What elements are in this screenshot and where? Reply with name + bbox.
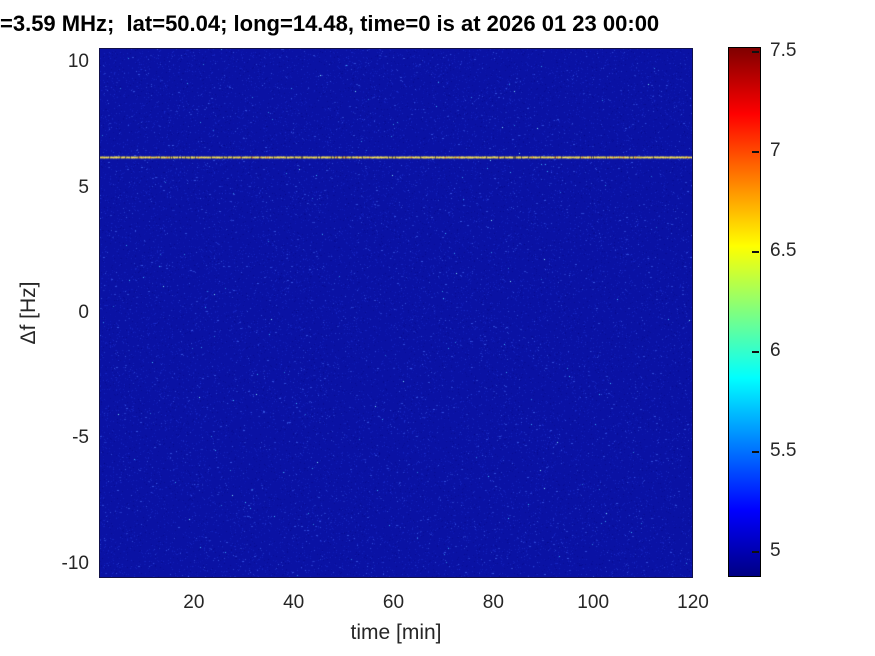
y-axis-label: Δf [Hz] bbox=[17, 281, 40, 345]
x-tick-label: 80 bbox=[482, 592, 504, 613]
colorbar-tick-mark bbox=[752, 251, 759, 253]
colorbar-tick-label: 6.5 bbox=[770, 240, 797, 261]
y-tick-label: -10 bbox=[61, 552, 89, 574]
heatmap-plot-area bbox=[99, 48, 693, 578]
y-tick-label: 0 bbox=[78, 302, 89, 323]
colorbar-tick-label: 6 bbox=[770, 340, 781, 361]
colorbar-tick-label: 5 bbox=[770, 540, 781, 561]
x-tick-label: 120 bbox=[677, 592, 709, 613]
colorbar-tick-mark bbox=[752, 51, 759, 53]
y-tick-label: 10 bbox=[67, 51, 89, 73]
colorbar-tick-label: 7 bbox=[770, 140, 781, 161]
x-tick-label: 100 bbox=[577, 592, 610, 613]
y-tick-label: 5 bbox=[78, 176, 89, 198]
x-tick-label: 20 bbox=[183, 592, 205, 613]
colorbar-tick-mark bbox=[752, 351, 759, 353]
colorbar-tick-mark bbox=[752, 551, 759, 553]
x-tick-label: 40 bbox=[283, 592, 305, 613]
spectrogram-canvas bbox=[100, 49, 692, 577]
colorbar-tick-label: 5.5 bbox=[770, 440, 797, 461]
colorbar-tick-label: 7.5 bbox=[770, 40, 797, 61]
x-tick-label: 60 bbox=[382, 592, 405, 613]
y-tick-label: -5 bbox=[72, 427, 89, 449]
colorbar-tick-mark bbox=[752, 151, 759, 153]
colorbar bbox=[728, 47, 761, 577]
colorbar-tick-mark bbox=[752, 451, 759, 453]
x-axis-label: time [min] bbox=[350, 621, 442, 644]
chart-title: =3.59 MHz; lat=50.04; long=14.48, time=0… bbox=[0, 11, 660, 36]
